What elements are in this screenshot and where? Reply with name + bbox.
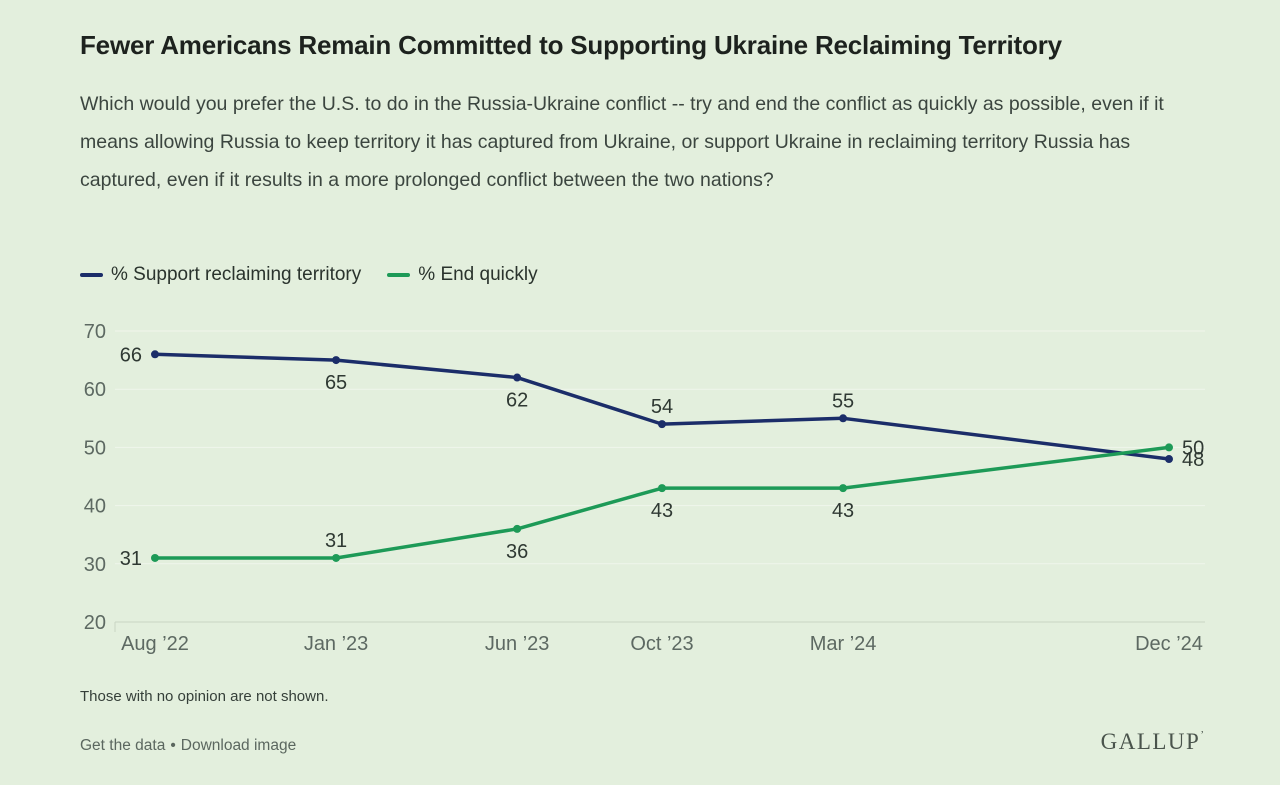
data-point <box>839 414 848 423</box>
data-point-label: 36 <box>506 541 528 563</box>
chart-legend: % Support reclaiming territory % End qui… <box>80 264 538 286</box>
y-tick-label: 20 <box>84 612 106 634</box>
data-point <box>658 420 666 429</box>
y-tick-label: 30 <box>84 554 106 576</box>
data-point-label: 55 <box>832 390 854 412</box>
data-point-label: 43 <box>651 500 673 522</box>
data-point <box>151 553 159 562</box>
data-point <box>1165 455 1173 464</box>
x-tick-label: Jun ’23 <box>485 633 550 655</box>
x-tick-label: Aug ’22 <box>121 633 189 655</box>
data-point-label: 50 <box>1182 437 1204 459</box>
legend-label-support-reclaiming: % Support reclaiming territory <box>111 264 362 285</box>
y-tick-label: 40 <box>84 496 106 518</box>
download-image-link[interactable]: Download image <box>180 737 297 754</box>
data-point <box>151 350 159 359</box>
legend-item-end-quickly[interactable]: % End quickly <box>387 264 538 286</box>
survey-question: Which would you prefer the U.S. to do in… <box>80 93 1164 191</box>
data-point-label: 66 <box>120 344 142 366</box>
data-point-label: 62 <box>506 390 528 412</box>
chart-links: Get the data • Download image <box>80 737 296 755</box>
data-point <box>513 524 522 533</box>
data-point <box>658 484 666 493</box>
legend-line-swatch-navy-icon <box>80 273 103 277</box>
get-the-data-link[interactable]: Get the data <box>80 737 166 754</box>
data-point <box>332 553 341 562</box>
data-point-label: 48 <box>1182 449 1204 471</box>
data-point-label: 65 <box>325 372 347 394</box>
data-point <box>839 484 848 493</box>
gallup-logo-trademark: ’ <box>1200 729 1204 741</box>
legend-item-support-reclaiming[interactable]: % Support reclaiming territory <box>80 264 361 286</box>
gallup-logo-text: GALLUP <box>1100 729 1201 754</box>
data-point-label: 31 <box>120 548 142 570</box>
line-chart-canvas: 20 30 40 50 60 70 Aug ’22 Jan ’23 Jun ’23 Oct ’23… <box>84 321 1205 655</box>
legend-line-swatch-green-icon <box>387 273 411 277</box>
x-tick-label: Jan ’23 <box>304 633 369 655</box>
series-line <box>153 352 1171 461</box>
data-point <box>513 373 522 382</box>
legend-label-end-quickly: % End quickly <box>418 264 538 285</box>
footnote: Those with no opinion are not shown. <box>80 688 329 705</box>
x-tick-label: Oct ’23 <box>630 633 693 655</box>
data-point <box>1165 443 1173 452</box>
page-title: Fewer Americans Remain Committed to Supp… <box>80 30 1062 60</box>
gallup-logo: GALLUP’ <box>1101 729 1204 755</box>
y-tick-label: 50 <box>84 437 106 459</box>
y-tick-label: 70 <box>84 321 106 343</box>
link-separator: • <box>170 737 176 754</box>
data-point-label: 54 <box>651 396 673 418</box>
data-point <box>332 356 341 365</box>
x-tick-label: Mar ’24 <box>810 633 877 655</box>
data-point-label: 31 <box>325 530 347 552</box>
series-line <box>153 445 1171 560</box>
y-tick-label: 60 <box>84 379 106 401</box>
data-point-label: 43 <box>832 500 854 522</box>
x-tick-label: Dec ’24 <box>1135 633 1203 655</box>
